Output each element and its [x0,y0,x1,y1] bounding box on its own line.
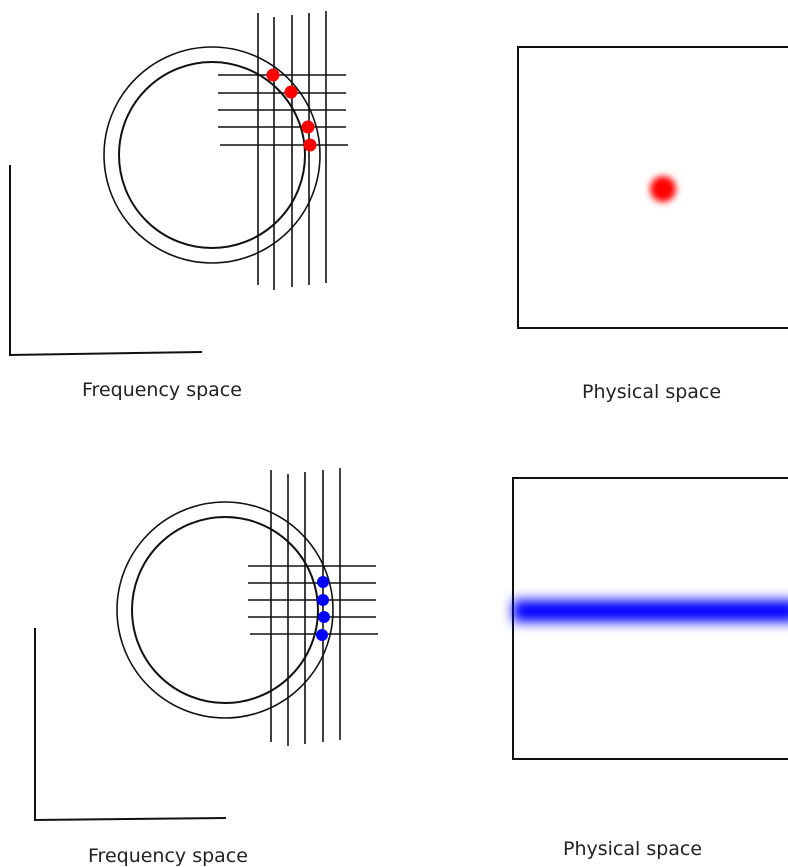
axes-bottom [34,628,227,822]
frequency-panel-top: Frequency space [9,11,348,401]
intersection-dot [284,85,298,99]
grid-horizontal-top [218,74,348,146]
intersection-dot [317,594,329,606]
grid-vertical-top [257,11,327,290]
intersection-dot [303,138,317,152]
physical-band [513,600,788,622]
grid-horizontal-bottom [248,565,378,635]
frequency-label-top: Frequency space [82,379,242,401]
axes-top [9,165,203,357]
grid-vertical-bottom [270,468,341,746]
intersection-dot [301,120,315,134]
frequency-panel-bottom: Frequency space [34,468,378,867]
intersection-dot [318,611,330,623]
outer-ring-top [103,46,321,264]
intersection-dots-bottom [316,576,330,641]
intersection-dot [316,629,328,641]
physical-label-top: Physical space [582,381,721,403]
physical-spot [650,176,676,202]
physical-panel-top: Physical space [517,46,788,403]
intersection-dot [266,68,280,82]
inner-ring-bottom [131,516,319,704]
physical-panel-bottom: Physical space [512,477,788,860]
intersection-dot [317,576,329,588]
inner-ring-top [118,61,306,249]
outer-ring-bottom [116,501,334,719]
frequency-label-bottom: Frequency space [88,845,248,867]
physical-label-bottom: Physical space [563,838,702,860]
physical-frame-top [517,46,788,329]
intersection-dots-top [266,68,317,152]
